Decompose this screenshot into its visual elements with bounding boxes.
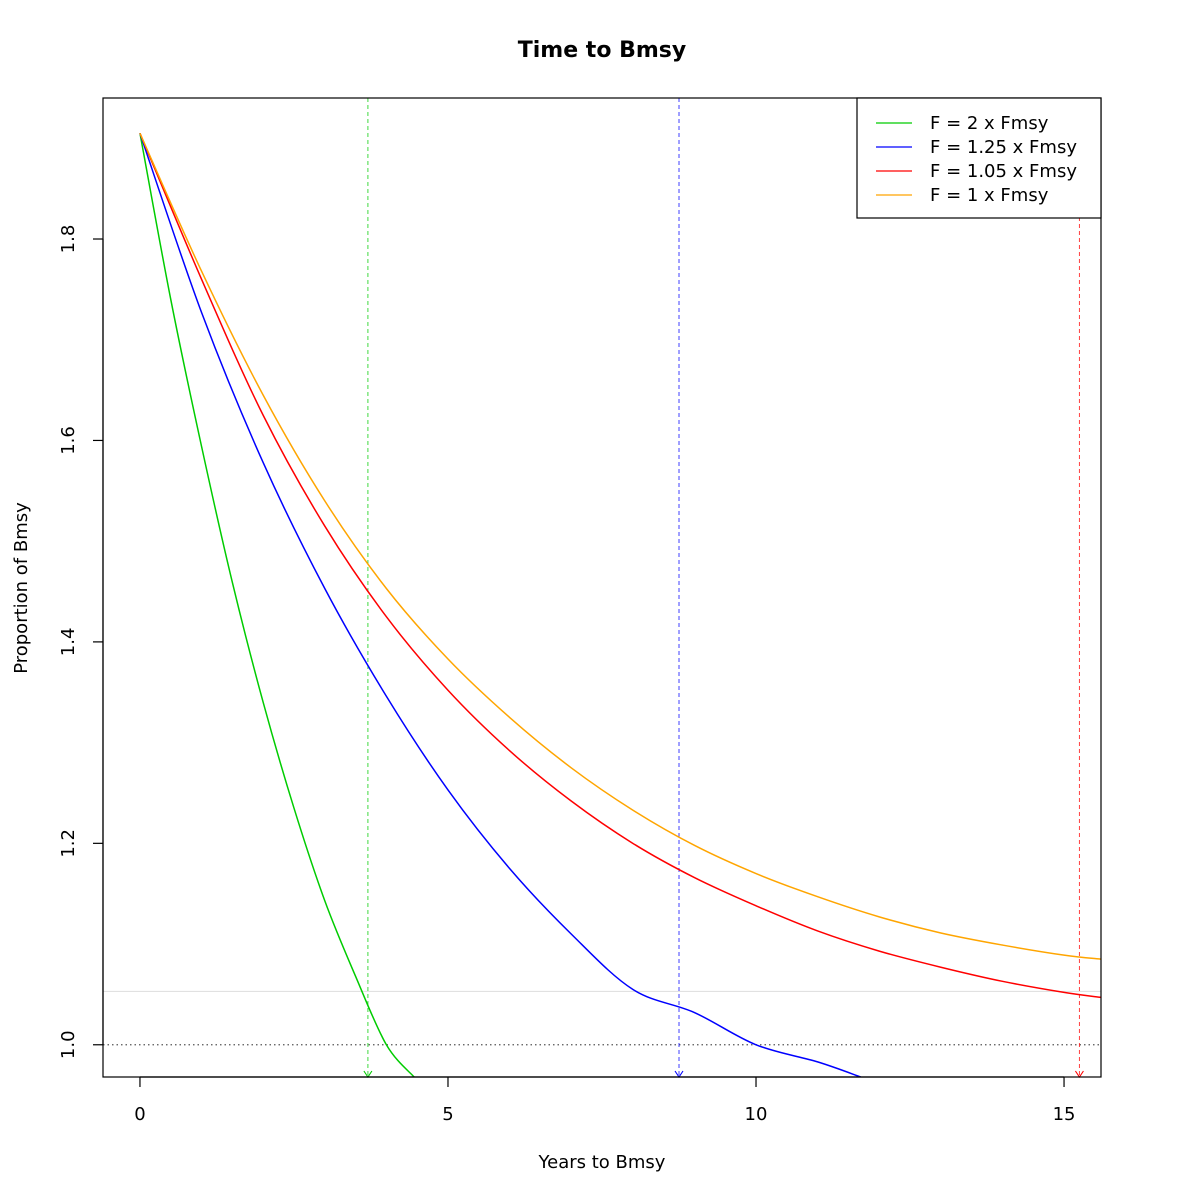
legend-label: F = 1.25 x Fmsy <box>930 137 1077 158</box>
x-tick-label: 5 <box>442 1104 453 1125</box>
reference-lines <box>103 990 1101 1046</box>
series-lines <box>139 132 1101 1077</box>
y-tick-label: 1.2 <box>58 829 79 858</box>
y-tick-label: 1.4 <box>58 628 79 657</box>
legend-label: F = 1.05 x Fmsy <box>930 161 1077 182</box>
legend-label: F = 2 x Fmsy <box>930 113 1049 134</box>
x-tick-label: 15 <box>1053 1104 1076 1125</box>
y-tick-label: 1.0 <box>58 1030 79 1059</box>
series-line <box>139 133 861 1077</box>
chart-title: Time to Bmsy <box>518 38 686 63</box>
x-axis-label: Years to Bmsy <box>538 1152 666 1173</box>
legend: F = 2 x Fmsy F = 1.25 x Fmsy F = 1.05 x Fm… <box>856 97 1102 219</box>
series-line <box>139 132 1101 999</box>
x-tick-label: 10 <box>745 1104 768 1125</box>
threshold-markers <box>363 98 1084 1078</box>
series-line <box>139 132 1101 960</box>
legend-label: F = 1 x Fmsy <box>930 185 1049 206</box>
x-tick-label: 0 <box>134 1104 145 1125</box>
series-line <box>139 133 415 1077</box>
legend-box <box>856 97 1102 219</box>
y-axis-label: Proportion of Bmsy <box>11 502 32 674</box>
axes: 0 5 10 15 1.0 1.2 1.4 1.6 1.8 <box>58 225 1075 1125</box>
plot-frame <box>102 97 1102 1078</box>
y-tick-label: 1.6 <box>58 426 79 455</box>
y-tick-label: 1.8 <box>58 225 79 254</box>
